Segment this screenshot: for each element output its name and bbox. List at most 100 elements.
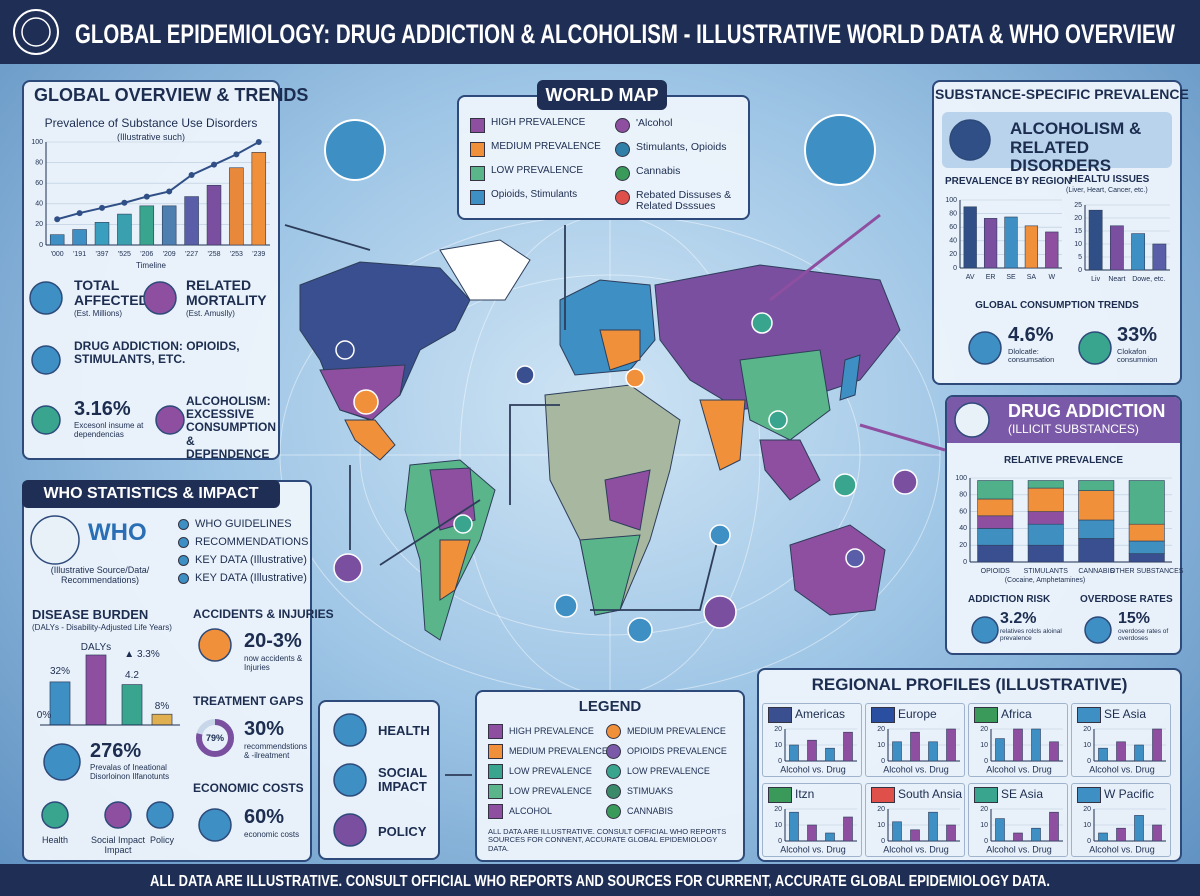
region-name: South Ansia (898, 787, 963, 801)
stat-note: Clokafon consumnion (1117, 347, 1158, 365)
legend-label: Cannabis (636, 165, 681, 177)
section-title: ADDICTION RISK (968, 594, 1051, 605)
panel-title: WHO STATISTICS & IMPACT (22, 480, 280, 508)
map-title: WORLD MAP (537, 80, 667, 110)
marker (453, 514, 473, 534)
legend-item: HIGH PREVALENCE (470, 117, 610, 133)
connector-arrows (284, 213, 946, 776)
legend-label: OPIOIDS PREVALENCE (627, 745, 727, 756)
legend-swatch (488, 724, 503, 739)
legend-label: LOW PREVALENCE (627, 765, 710, 776)
legend-swatch (606, 724, 621, 739)
mexico (344, 419, 396, 461)
stat-value: 3.16% (74, 398, 131, 420)
globe-icon (804, 114, 876, 186)
stat-title: TOTAL AFFECTED (74, 277, 154, 309)
marker (892, 469, 918, 495)
section-title: ACCIDENTS & INJURIES (193, 607, 334, 621)
legend-swatch (470, 166, 485, 181)
stat-value: 15% (1118, 610, 1151, 627)
arrow (590, 529, 721, 611)
legend-swatch (615, 190, 630, 205)
chart-title: Prevalence of Substance Use Disorders (44, 116, 258, 130)
legend-item: LOW PREVALENCE (606, 764, 710, 779)
who-item: WHO GUIDELINES (178, 518, 292, 530)
region-name: Europe (898, 707, 937, 721)
legend-swatch (488, 804, 503, 819)
legend-label: LOW PREVALENCE (509, 765, 592, 776)
item-text: KEY DATA (Illustrative) (195, 554, 307, 566)
legend-label: STIMUAKS (627, 785, 674, 796)
chart-title: HEALTU ISSUES (1070, 174, 1150, 185)
legend-label: MEDIUM PREVALENCE (509, 745, 608, 756)
regional-panel (757, 668, 1182, 862)
arrow (859, 423, 946, 452)
central-europe (599, 329, 641, 371)
legend-swatch (615, 166, 630, 181)
flag (871, 787, 895, 803)
legend-item: HIGH PREVALENCE (488, 724, 594, 739)
legend-item: MEDIUM PREVALENCE (470, 141, 610, 157)
impact-label: SOCIAL IMPACT (378, 765, 427, 795)
icon-label: Social Impact Impact (90, 835, 146, 855)
legend-label: HIGH PREVALENCE (491, 117, 586, 128)
divider (1071, 703, 1171, 777)
legend-item: LOW PREVALENCE (488, 784, 592, 799)
check (178, 554, 189, 566)
legend-label: Opioids, Stimulants (491, 189, 578, 200)
chart-title: PREVALENCE BY REGION (945, 176, 1072, 187)
who-item: KEY DATA (Illustrative) (178, 554, 307, 566)
legend-label: HIGH PREVALENCE (509, 725, 594, 736)
legend-note: ALL DATA ARE ILLUSTRATIVE. CONSULT OFFIC… (488, 827, 727, 853)
marker (625, 368, 645, 388)
chart-subtitle: (Liver, Heart, Cancer, etc.) (1066, 187, 1148, 194)
japan (839, 354, 861, 401)
stat-note: overdose rates of overdoses (1118, 628, 1169, 643)
header-bar (0, 0, 1200, 64)
australia (789, 524, 886, 616)
item-text: WHO GUIDELINES (195, 518, 292, 530)
section-title: ECONOMIC COSTS (193, 781, 304, 795)
legend-label: 'Alcohol (636, 117, 673, 129)
marker (703, 595, 737, 629)
stat-note: Prevalas of Ineational Disorloinon Ilfan… (90, 763, 170, 781)
stat-note: economic costs (244, 830, 300, 839)
flag (768, 787, 792, 803)
legend-swatch (606, 804, 621, 819)
stat-note: Dlolcatle: consumsation (1008, 347, 1055, 365)
stat-value: 3.2% (1000, 610, 1037, 627)
legend-item: Stimulants, Opioids (615, 141, 747, 157)
russia-asia (654, 264, 901, 411)
divider (968, 783, 1068, 857)
flag (871, 707, 895, 723)
divider (762, 703, 862, 777)
china (739, 349, 831, 441)
legend-label: MEDIUM PREVALENCE (627, 725, 726, 736)
legend-swatch (615, 118, 630, 133)
greenland (439, 239, 531, 301)
stat-title-text: TOTAL AFFECTED (74, 277, 149, 309)
flag (974, 787, 998, 803)
arrow (509, 404, 560, 505)
legend-item: ALCOHOL (488, 804, 552, 819)
item-text: KEY DATA (Illustrative) (195, 572, 307, 584)
legend-item: STIMUAKS (606, 784, 673, 799)
drug-subtitle: (ILLICIT SUBSTANCES) (1008, 422, 1139, 436)
who-item: KEY DATA (Illustrative) (178, 572, 307, 584)
divider (865, 783, 965, 857)
stat-title: RELATED MORTALITY (186, 277, 267, 309)
impact-label: POLICY (378, 824, 427, 839)
stat-note: Excesonl insume at dependencias (74, 421, 144, 439)
marker (353, 389, 379, 415)
legend-label: Rebated Dissuses & Related Dsssues (636, 189, 732, 213)
region-name: Africa (1001, 707, 1032, 721)
legend-item: LOW PREVALENCE (488, 764, 592, 779)
stat-value: 276% (90, 740, 142, 762)
stat-value: 20-3% (244, 630, 302, 652)
legend-swatch (488, 784, 503, 799)
impact-label: HEALTH (378, 723, 430, 738)
legend-label: CANNABIS (627, 805, 674, 816)
section-title: GLOBAL CONSUMPTION TRENDS (975, 300, 1139, 311)
who-item: RECOMMENDATIONS (178, 536, 308, 548)
